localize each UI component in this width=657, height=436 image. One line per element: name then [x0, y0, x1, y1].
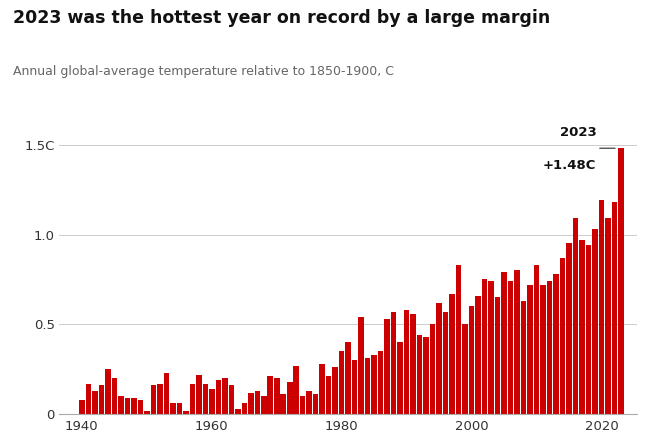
Bar — [99, 385, 104, 414]
Text: 2023 was the hottest year on record by a large margin: 2023 was the hottest year on record by a… — [13, 9, 551, 27]
Bar — [170, 403, 175, 414]
Bar — [436, 303, 442, 414]
Bar — [501, 272, 507, 414]
Bar — [346, 342, 351, 414]
Bar — [202, 384, 208, 414]
Text: Annual global-average temperature relative to 1850-1900, C: Annual global-average temperature relati… — [13, 65, 394, 78]
Bar — [599, 201, 604, 414]
Bar — [371, 355, 377, 414]
Bar — [150, 385, 156, 414]
Bar — [521, 301, 526, 414]
Bar — [294, 366, 299, 414]
Bar — [92, 391, 98, 414]
Bar — [540, 285, 546, 414]
Bar — [112, 378, 117, 414]
Bar — [137, 400, 143, 414]
Bar — [384, 319, 390, 414]
Bar — [215, 380, 221, 414]
Bar — [508, 281, 513, 414]
Bar — [547, 281, 553, 414]
Bar — [209, 389, 215, 414]
Bar — [85, 384, 91, 414]
Bar — [593, 229, 598, 414]
Bar — [605, 218, 611, 414]
Bar — [189, 384, 195, 414]
Bar — [339, 351, 344, 414]
Bar — [332, 368, 338, 414]
Bar — [267, 376, 273, 414]
Bar — [235, 409, 240, 414]
Bar — [131, 398, 137, 414]
Bar — [196, 375, 202, 414]
Bar — [443, 312, 449, 414]
Bar — [352, 360, 357, 414]
Bar — [618, 148, 623, 414]
Bar — [463, 324, 468, 414]
Bar — [488, 281, 494, 414]
Bar — [125, 398, 130, 414]
Bar — [482, 279, 487, 414]
Bar — [248, 393, 254, 414]
Bar — [183, 411, 189, 414]
Bar — [365, 358, 371, 414]
Bar — [326, 376, 332, 414]
Bar — [79, 400, 85, 414]
Bar — [404, 310, 409, 414]
Bar — [411, 313, 416, 414]
Bar — [306, 391, 312, 414]
Bar — [423, 337, 429, 414]
Bar — [177, 403, 182, 414]
Bar — [495, 297, 501, 414]
Bar — [534, 265, 539, 414]
Bar — [313, 395, 319, 414]
Bar — [566, 243, 572, 414]
Bar — [469, 307, 474, 414]
Bar — [579, 240, 585, 414]
Bar — [417, 335, 422, 414]
Bar — [157, 384, 162, 414]
Bar — [378, 351, 384, 414]
Bar — [300, 396, 306, 414]
Bar — [528, 285, 533, 414]
Bar — [391, 312, 396, 414]
Bar — [242, 403, 247, 414]
Bar — [144, 411, 150, 414]
Text: +1.48C: +1.48C — [543, 159, 597, 172]
Bar — [476, 296, 481, 414]
Bar — [449, 294, 455, 414]
Bar — [553, 274, 559, 414]
Bar — [281, 395, 286, 414]
Bar — [261, 396, 267, 414]
Bar — [287, 382, 292, 414]
Bar — [514, 270, 520, 414]
Bar — [274, 378, 279, 414]
Bar — [612, 202, 618, 414]
Bar — [430, 324, 436, 414]
Bar — [359, 317, 364, 414]
Bar — [105, 369, 110, 414]
Bar — [586, 245, 591, 414]
Bar — [118, 396, 124, 414]
Text: 2023: 2023 — [560, 126, 597, 139]
Bar — [222, 378, 227, 414]
Bar — [560, 258, 565, 414]
Bar — [573, 218, 578, 414]
Bar — [319, 364, 325, 414]
Bar — [229, 385, 234, 414]
Bar — [397, 342, 403, 414]
Bar — [254, 391, 260, 414]
Bar — [164, 373, 169, 414]
Bar — [456, 265, 461, 414]
